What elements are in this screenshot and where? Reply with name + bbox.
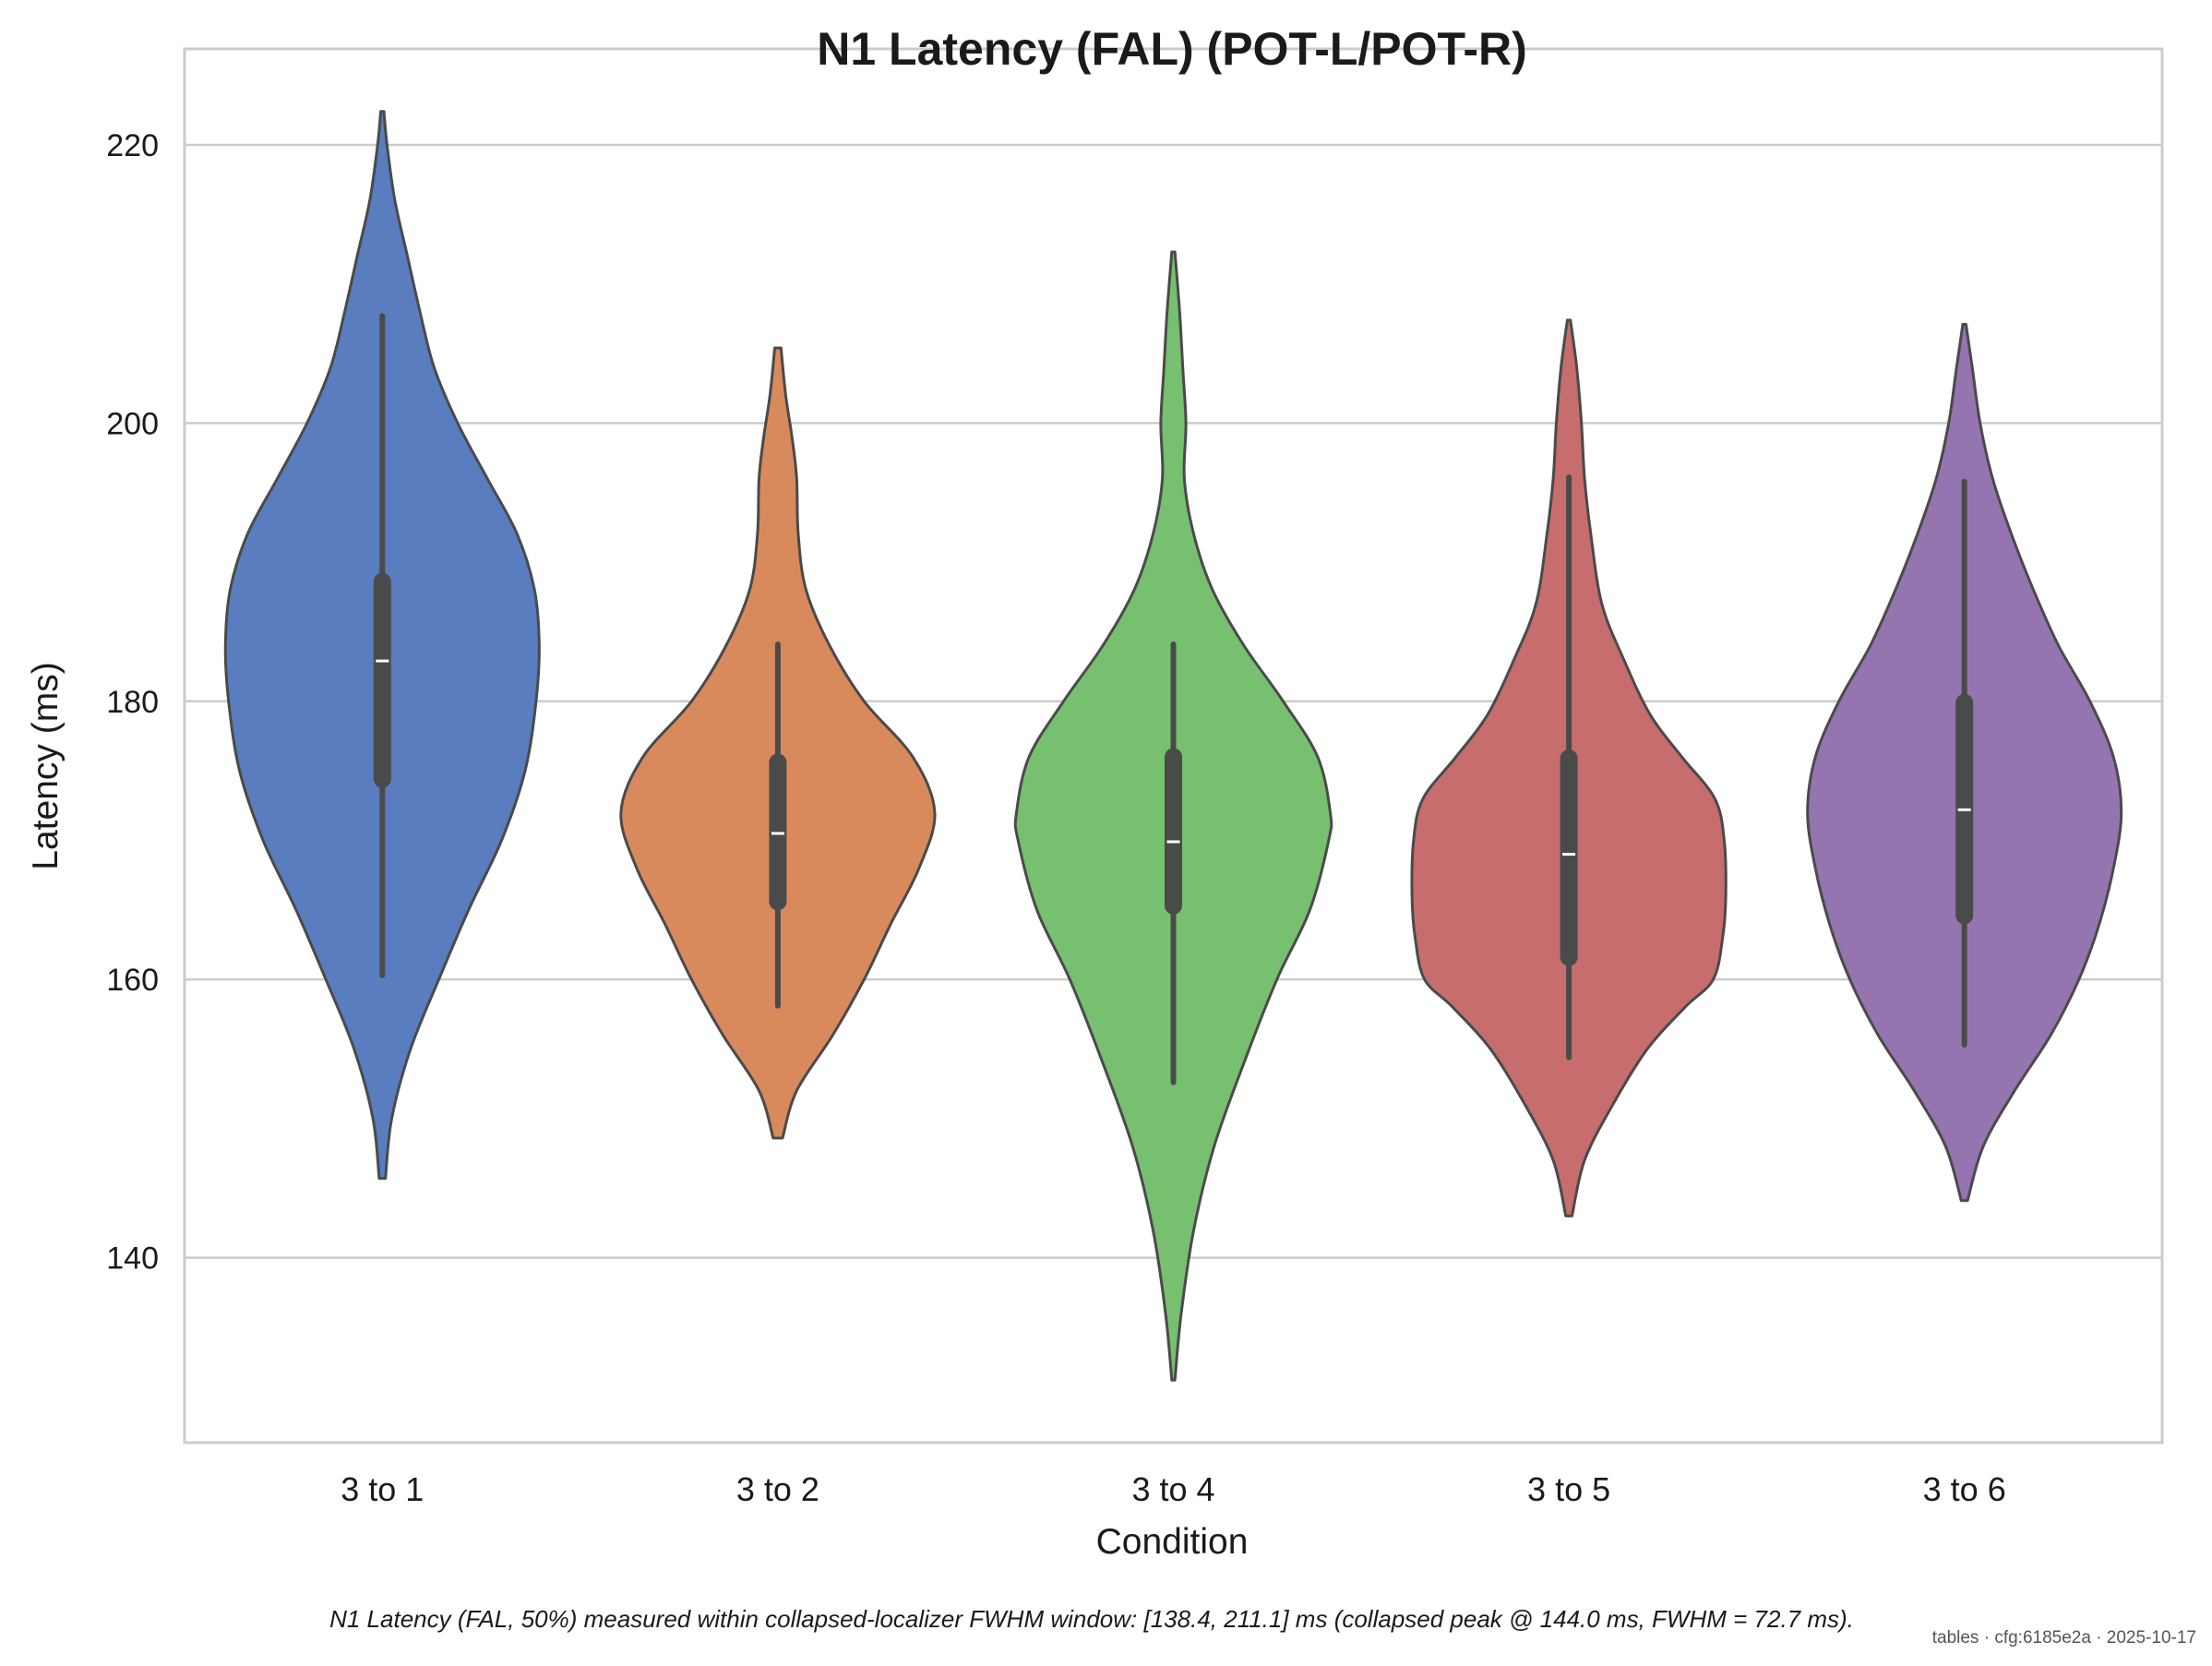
tick-labels: 140 160 180 200 220 3 to 1 3 to 2 3 to 4 3 to 5 3… [106, 128, 2005, 1508]
figure-caption: N1 Latency (FAL, 50%) measured within co… [329, 1605, 1854, 1633]
x-tick-label: 3 to 4 [1131, 1470, 1214, 1508]
x-tick-label: 3 to 1 [341, 1470, 424, 1508]
x-tick-label: 3 to 6 [1923, 1470, 2006, 1508]
y-tick-label: 200 [106, 406, 159, 441]
x-tick-label: 3 to 5 [1527, 1470, 1610, 1508]
x-axis-label: Condition [1096, 1522, 1249, 1562]
y-tick-label: 140 [106, 1241, 159, 1276]
y-axis-label: Latency (ms) [26, 662, 66, 869]
violins [223, 110, 2123, 1382]
chart-title: N1 Latency (FAL) (POT-L/POT-R) [817, 23, 1526, 75]
plot-frame [183, 47, 2164, 1444]
y-tick-label: 180 [106, 685, 159, 720]
x-tick-label: 3 to 2 [736, 1470, 819, 1508]
y-tick-label: 160 [106, 963, 159, 998]
y-tick-label: 220 [106, 128, 159, 163]
build-stamp: tables · cfg:6185e2a · 2025-10-17 [1932, 1628, 2196, 1648]
